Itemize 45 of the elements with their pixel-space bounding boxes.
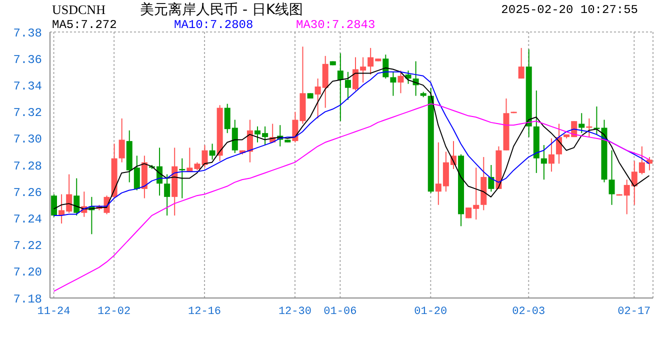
y-tick-label: 7.26 — [13, 186, 42, 200]
y-tick-label: 7.22 — [13, 239, 42, 254]
candlestick — [337, 52, 344, 122]
y-tick-label: 7.38 — [13, 26, 42, 40]
y-tick-label: 7.36 — [13, 52, 42, 67]
text: MA5:7.272 — [52, 18, 118, 32]
candlestick — [164, 174, 170, 216]
chart-subtitle: USDCNH — [52, 2, 106, 18]
chart-title: 美元离岸人民币 - 日K线图 — [140, 1, 304, 19]
candlestick — [179, 158, 186, 199]
candlestick — [118, 118, 125, 163]
text: MA30:7.2843 — [296, 18, 376, 32]
candlestick — [405, 70, 412, 84]
y-tick-label: 7.18 — [13, 292, 42, 306]
text: 2025-02-20 10:27:55 — [501, 3, 638, 17]
candlestick — [556, 123, 562, 164]
candlestick — [488, 164, 494, 192]
x-tick-label: 01-20 — [414, 306, 448, 318]
candlestick — [390, 71, 396, 96]
text: MA10:7.2808 — [174, 18, 254, 32]
x-tick-label: 12-30 — [278, 306, 312, 318]
candlestick — [74, 178, 80, 216]
candlestick — [608, 150, 615, 206]
candlestick — [540, 144, 547, 180]
candlestick — [548, 138, 554, 172]
x-tick-label: 02-17 — [618, 306, 651, 318]
candlestick — [518, 47, 524, 80]
y-tick-label: 7.28 — [13, 159, 42, 174]
candlestick — [344, 71, 351, 100]
candlestick — [586, 118, 592, 138]
candlestick — [578, 112, 585, 134]
y-tick-label: 7.24 — [13, 212, 42, 226]
x-tick-label: 02-03 — [512, 306, 546, 318]
y-tick-label: 7.20 — [13, 266, 42, 280]
x-tick-label: 01-06 — [324, 306, 357, 318]
candlestick — [398, 70, 404, 94]
y-tick-label: 7.30 — [13, 132, 42, 147]
x-tick-label: 11-24 — [37, 306, 71, 318]
x-tick-label: 12-02 — [98, 306, 131, 318]
candlestick — [51, 194, 57, 218]
candlestick — [202, 144, 208, 168]
x-tick-label: 12-16 — [188, 306, 222, 318]
y-tick-label: 7.34 — [13, 79, 42, 94]
candlestick — [209, 143, 216, 160]
y-tick-label: 7.32 — [13, 106, 42, 120]
